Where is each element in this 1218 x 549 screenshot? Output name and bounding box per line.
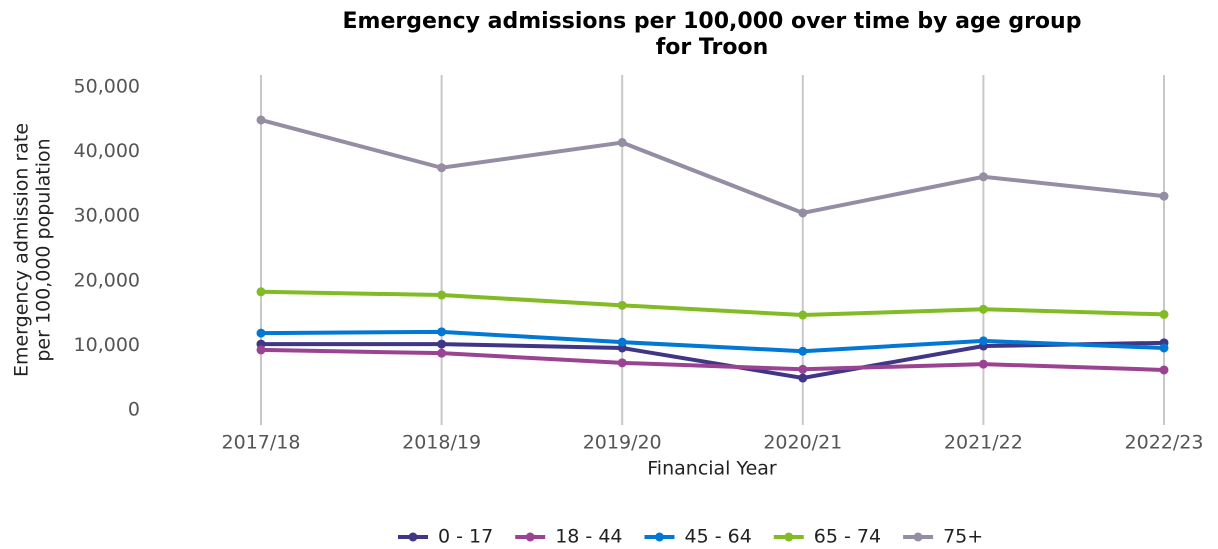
x-tick-label: 2018/19 <box>402 432 481 454</box>
point <box>437 339 447 349</box>
legend-swatch <box>784 532 794 542</box>
point <box>1159 365 1169 375</box>
point <box>437 327 447 337</box>
line <box>260 118 1165 216</box>
x-tick-label: 2022/23 <box>1125 432 1204 454</box>
y-tick-label: 50,000 <box>74 76 140 98</box>
point <box>798 310 808 320</box>
point <box>978 336 988 346</box>
point <box>617 358 627 368</box>
legend-label: 18 - 44 <box>555 526 622 548</box>
point <box>617 138 627 148</box>
point <box>617 337 627 347</box>
point <box>798 346 808 356</box>
point <box>798 373 808 383</box>
point <box>1159 309 1169 319</box>
y-tick-label: 30,000 <box>74 205 140 227</box>
point <box>978 359 988 369</box>
point <box>1159 191 1169 201</box>
line <box>260 347 1165 372</box>
x-tick-label: 2019/20 <box>583 432 662 454</box>
line <box>260 289 1165 318</box>
chart-title: for Troon <box>656 35 769 60</box>
legend-label: 45 - 64 <box>685 526 752 548</box>
line <box>260 329 1165 354</box>
point <box>617 300 627 310</box>
point <box>798 208 808 218</box>
legend-swatch <box>655 532 664 542</box>
y-axis-label: Emergency admission rate <box>11 123 33 377</box>
legend-label: 0 - 17 <box>438 526 493 548</box>
point <box>437 348 447 358</box>
line <box>261 340 1165 381</box>
point <box>256 345 266 355</box>
y-tick-label: 10,000 <box>74 334 140 356</box>
y-tick-label: 20,000 <box>74 269 140 291</box>
point <box>256 287 266 297</box>
point <box>1159 343 1169 353</box>
chart-title: Emergency admissions per 100,000 over ti… <box>343 9 1082 34</box>
point <box>978 172 988 182</box>
x-tick-label: 2021/22 <box>944 432 1023 454</box>
y-tick-label: 0 <box>128 399 140 421</box>
legend-label: 65 - 74 <box>814 526 881 548</box>
point <box>437 163 447 173</box>
point <box>798 364 808 374</box>
legend-label: 75+ <box>943 526 983 548</box>
point <box>437 290 447 300</box>
x-tick-label: 2020/21 <box>763 432 842 454</box>
legend-swatch <box>408 532 418 542</box>
point <box>256 115 266 125</box>
y-tick-label: 40,000 <box>74 140 140 162</box>
legend-swatch <box>913 532 923 542</box>
point <box>256 328 266 338</box>
x-tick-label: 2017/18 <box>222 432 301 454</box>
x-axis-label: Financial Year <box>647 458 777 480</box>
legend-swatch <box>525 532 535 542</box>
y-axis-label: per 100,000 population <box>33 138 55 361</box>
point <box>978 304 988 314</box>
